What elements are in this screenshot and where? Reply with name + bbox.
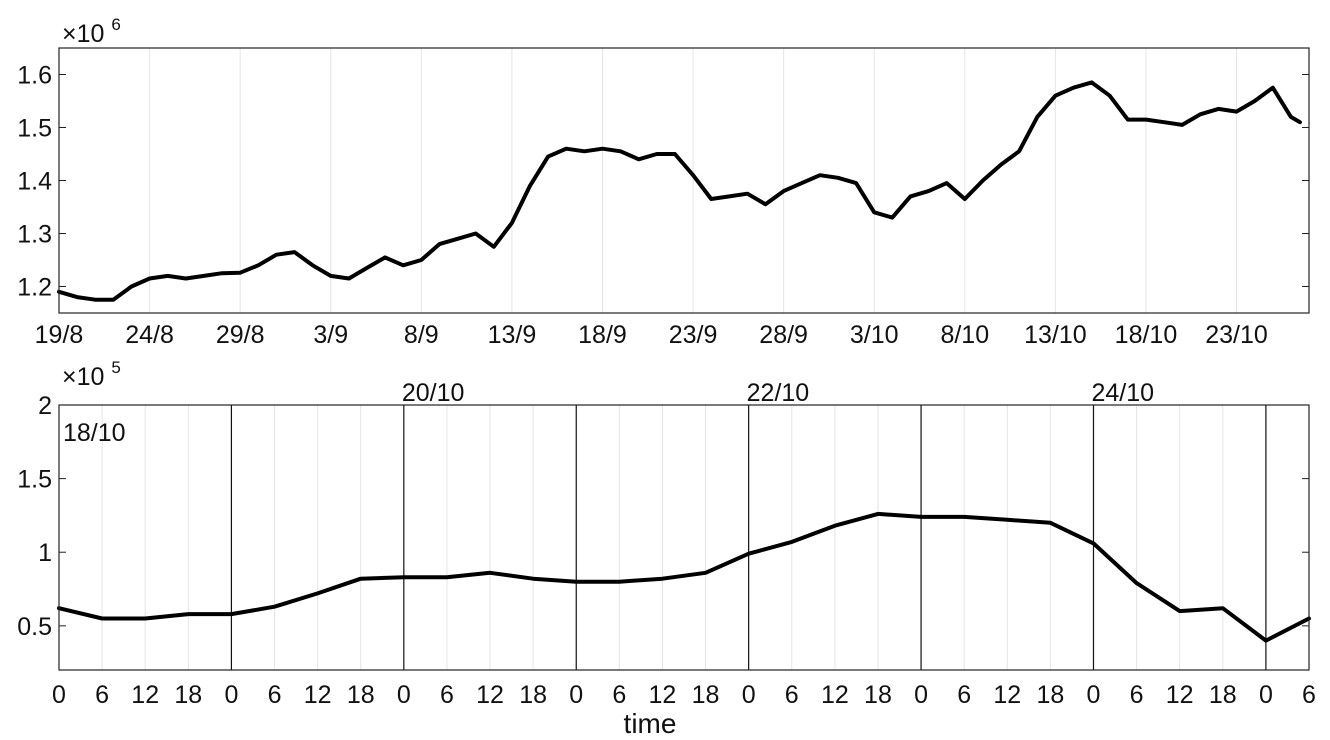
top-x-tick-label: 3/9: [313, 321, 348, 349]
bottom-x-tick-label: 0: [742, 681, 756, 709]
bottom-x-tick-label: 6: [785, 681, 799, 709]
chart-bottom-ticks: 0 6 12 18 0 6 12 18 0 6 12 18 0 6 12 18 0 6 12 18 0 6 12 18 0 6 12…: [17, 392, 1316, 709]
bottom-day-label: 22/10: [747, 379, 810, 407]
top-y-tick-label: 1.6: [17, 62, 52, 90]
bottom-y-tick-label: 0.5: [17, 613, 52, 641]
bottom-x-tick-label: 12: [649, 681, 677, 709]
bottom-x-tick-label: 6: [1130, 681, 1144, 709]
top-x-tick-label: 13/9: [488, 321, 537, 349]
top-x-tick-label: 13/10: [1024, 321, 1087, 349]
top-x-tick-label: 18/10: [1115, 321, 1178, 349]
top-x-tick-label: 28/9: [759, 321, 808, 349]
top-x-tick-label: 8/9: [404, 321, 439, 349]
bottom-x-tick-label: 0: [52, 681, 66, 709]
top-y-exponent: ×10 6: [62, 15, 121, 48]
chart-top-ticks: 19/8 24/8 29/8 3/9 8/9 13/9 18/9 23/9 28/9 3/10 8/…: [17, 62, 1309, 349]
bottom-day-label: 24/10: [1091, 379, 1154, 407]
top-x-tick-label: 29/8: [216, 321, 265, 349]
bottom-x-tick-label: 12: [304, 681, 332, 709]
chart-top-series-line: [57, 80, 1302, 302]
bottom-x-tick-label: 12: [1166, 681, 1194, 709]
bottom-x-tick-label: 12: [821, 681, 849, 709]
bottom-x-tick-label: 12: [476, 681, 504, 709]
chart-bottom: ×10 5 0 6 12 18 0 6 12 18 0 6 12 18 0 6 12 18 0 6 12 18 0 6 12…: [17, 358, 1316, 739]
chart-bottom-grid: [101, 405, 1310, 670]
bottom-x-tick-label: 12: [131, 681, 159, 709]
bottom-x-tick-label: 0: [569, 681, 583, 709]
top-x-tick-label: 19/8: [35, 321, 84, 349]
bottom-x-tick-label: 6: [612, 681, 626, 709]
chart-top-frame: [58, 47, 1310, 314]
chart-bottom-x-axis-label: time: [624, 708, 677, 739]
chart-bottom-frame: [58, 404, 1310, 671]
bottom-y-tick-label: 2: [38, 392, 52, 420]
bottom-x-tick-label: 18: [1036, 681, 1064, 709]
bottom-day-label: 20/10: [402, 379, 465, 407]
bottom-x-tick-label: 6: [1302, 681, 1316, 709]
bottom-x-tick-label: 0: [224, 681, 238, 709]
top-y-tick-label: 1.4: [17, 168, 52, 196]
top-x-tick-label: 23/10: [1205, 321, 1268, 349]
bottom-x-tick-label: 18: [692, 681, 720, 709]
top-x-tick-label: 8/10: [940, 321, 989, 349]
bottom-x-tick-label: 12: [993, 681, 1021, 709]
bottom-x-tick-label: 6: [440, 681, 454, 709]
chart-bottom-day-labels: 18/10 20/10 22/10 24/10: [63, 379, 1154, 447]
bottom-y-tick-label: 1: [38, 539, 52, 567]
bottom-x-tick-label: 18: [1209, 681, 1237, 709]
bottom-x-tick-label: 0: [397, 681, 411, 709]
bottom-x-tick-label: 0: [1087, 681, 1101, 709]
bottom-x-tick-label: 0: [1259, 681, 1273, 709]
bottom-y-exponent: ×10 5: [62, 358, 121, 391]
bottom-x-tick-label: 18: [519, 681, 547, 709]
top-x-tick-label: 24/8: [125, 321, 174, 349]
top-y-tick-label: 1.2: [17, 274, 52, 302]
bottom-x-tick-label: 18: [174, 681, 202, 709]
top-x-tick-label: 18/9: [578, 321, 627, 349]
bottom-x-tick-label: 6: [95, 681, 109, 709]
bottom-y-tick-label: 1.5: [17, 466, 52, 494]
top-x-tick-label: 3/10: [850, 321, 899, 349]
bottom-x-tick-label: 6: [268, 681, 282, 709]
bottom-x-tick-label: 18: [864, 681, 892, 709]
chart-bottom-series-line: [57, 511, 1311, 643]
bottom-day-label: 18/10: [63, 419, 126, 447]
top-x-tick-label: 23/9: [669, 321, 718, 349]
chart-top-grid: [149, 48, 1238, 313]
bottom-x-tick-label: 18: [347, 681, 375, 709]
top-y-tick-label: 1.3: [17, 221, 52, 249]
bottom-x-tick-label: 0: [914, 681, 928, 709]
bottom-x-tick-label: 6: [957, 681, 971, 709]
top-y-tick-label: 1.5: [17, 115, 52, 143]
chart-top: ×10 6 19/8 24/8 29/8 3/9 8/9 13/9 18/9 23/9 28/9…: [17, 15, 1310, 349]
